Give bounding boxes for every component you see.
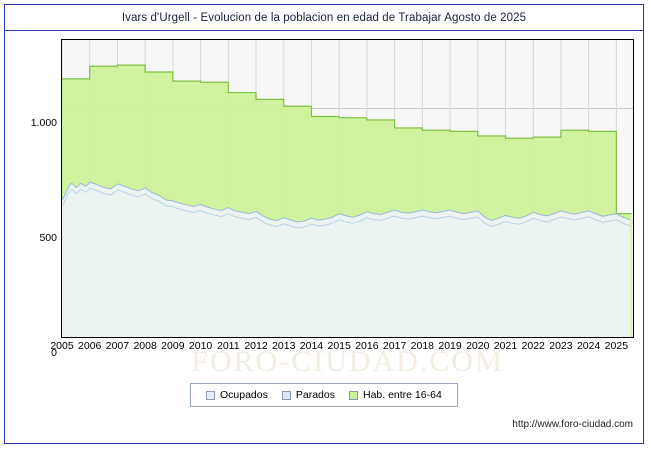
x-tick-2009: 2009 — [161, 340, 185, 352]
x-tick-2015: 2015 — [327, 340, 351, 352]
page-title: Ivars d'Urgell - Evolucion de la poblaci… — [121, 11, 527, 24]
chart-window: Ivars d'Urgell - Evolucion de la poblaci… — [4, 4, 644, 444]
x-tick-2020: 2020 — [466, 340, 490, 352]
x-tick-2025: 2025 — [604, 340, 629, 352]
legend-item-ocupados: Ocupados — [206, 389, 268, 401]
x-tick-2006: 2006 — [78, 340, 102, 352]
x-tick-2010: 2010 — [188, 340, 213, 352]
legend-label-habitantes: Hab. entre 16-64 — [362, 389, 442, 401]
x-tick-2007: 2007 — [105, 340, 130, 352]
legend-item-habitantes: Hab. entre 16-64 — [348, 389, 442, 401]
x-tick-2012: 2012 — [244, 340, 268, 352]
legend-swatch-parados — [281, 390, 291, 400]
y-tick-1: 500 — [39, 232, 57, 244]
x-tick-2011: 2011 — [217, 340, 240, 352]
plot-area — [61, 39, 634, 338]
x-tick-2014: 2014 — [299, 340, 324, 352]
y-tick-0: 1.000 — [30, 117, 57, 129]
legend-item-parados: Parados — [281, 389, 335, 401]
title-bar: Ivars d'Urgell - Evolucion de la poblaci… — [5, 5, 643, 31]
legend-label-parados: Parados — [295, 389, 335, 401]
x-tick-2019: 2019 — [438, 340, 462, 352]
footer-url: http://www.foro-ciudad.com — [512, 419, 633, 430]
x-tick-2021: 2021 — [493, 340, 518, 352]
chart-svg — [62, 40, 633, 337]
x-tick-2022: 2022 — [521, 340, 545, 352]
x-tick-2018: 2018 — [410, 340, 435, 352]
chart-legend: Ocupados Parados Hab. entre 16-64 — [190, 383, 458, 407]
y-axis-labels: 1.000 500 0 — [11, 39, 57, 359]
x-tick-2023: 2023 — [549, 340, 573, 352]
x-tick-2017: 2017 — [382, 340, 407, 352]
x-tick-2024: 2024 — [576, 340, 601, 352]
y-tick-2: 0 — [51, 347, 57, 359]
legend-swatch-habitantes — [348, 390, 358, 400]
x-axis-labels: 2005 2006 2007 2008 2009 2010 2011 2012 2013 2014… — [50, 340, 634, 356]
legend-label-ocupados: Ocupados — [220, 389, 268, 401]
legend-swatch-ocupados — [206, 390, 215, 400]
x-tick-2008: 2008 — [133, 340, 157, 352]
x-tick-2016: 2016 — [355, 340, 379, 352]
x-tick-2013: 2013 — [272, 340, 296, 352]
x-tick-2005: 2005 — [50, 340, 74, 352]
plot-canvas — [61, 39, 634, 338]
